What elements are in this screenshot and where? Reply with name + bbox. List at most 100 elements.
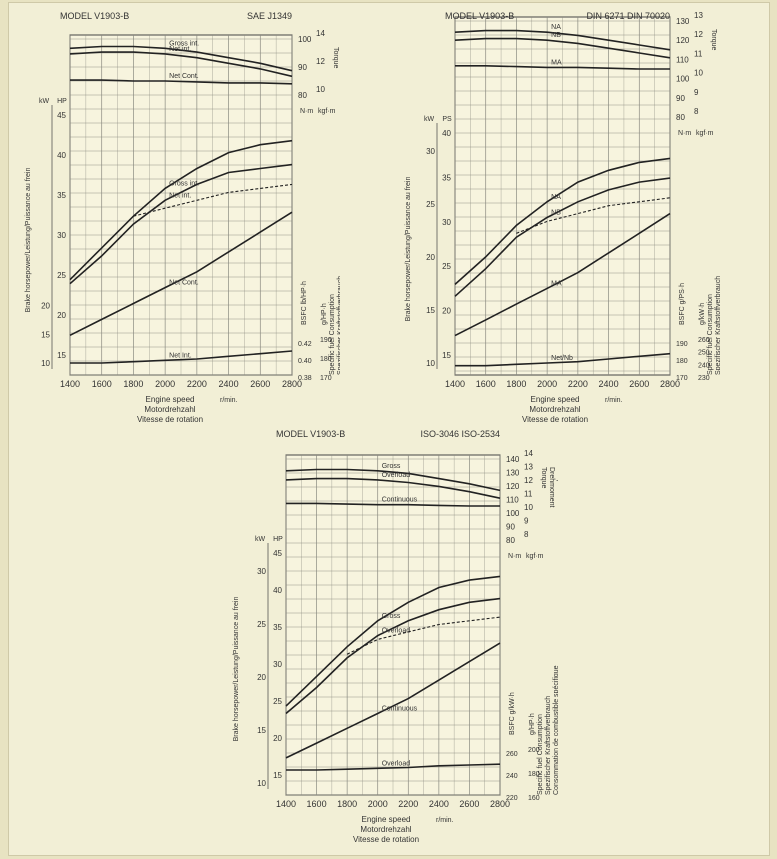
nm-tick-label: 100 bbox=[506, 509, 520, 518]
series-label: Net/Nb bbox=[551, 355, 573, 362]
hp-unit: HP bbox=[57, 98, 67, 105]
series-line-torque bbox=[70, 79, 293, 85]
model-label: MODEL V1903-B bbox=[60, 11, 129, 21]
series-line-torque bbox=[454, 37, 671, 59]
x-tick-label: 1400 bbox=[445, 379, 465, 389]
kw-tick-label: 25 bbox=[426, 200, 435, 209]
bsfc-tick-label: 190 bbox=[320, 337, 332, 344]
nm-tick-label: 80 bbox=[676, 113, 685, 122]
x-tick-label: 1800 bbox=[337, 799, 357, 809]
hp-tick-label: 35 bbox=[57, 191, 66, 200]
series-line-power bbox=[133, 183, 293, 217]
bsfc-tick-label: 190 bbox=[676, 341, 688, 348]
nm-tick-label: 80 bbox=[506, 536, 515, 545]
kgfm-tick-label: 14 bbox=[316, 29, 325, 38]
standard-label: SAE J1349 bbox=[247, 11, 292, 21]
series-line-power bbox=[69, 211, 293, 337]
nm-tick-label: 120 bbox=[506, 482, 520, 491]
x-tick-label: 2200 bbox=[187, 379, 207, 389]
kgfm-tick-label: 8 bbox=[694, 107, 699, 116]
series-line-torque bbox=[285, 477, 501, 499]
series-line-power bbox=[69, 163, 293, 285]
kw-tick-label: 20 bbox=[426, 253, 435, 262]
x-tick-label: 2800 bbox=[660, 379, 680, 389]
nm-tick-label: 90 bbox=[676, 94, 685, 103]
torque-axis-title: Drehmoment bbox=[718, 29, 720, 70]
series-label: MA bbox=[551, 280, 562, 287]
bsfc-tick-label: 220 bbox=[506, 795, 518, 802]
kw-unit: kW bbox=[39, 98, 50, 105]
hp-tick-label: 30 bbox=[273, 660, 282, 669]
kgfm-tick-label: 10 bbox=[316, 85, 325, 94]
x-tick-label: 2400 bbox=[219, 379, 239, 389]
bsfc-tick-label: 230 bbox=[698, 375, 710, 382]
series-label: NB bbox=[551, 210, 561, 217]
nm-tick-label: 110 bbox=[676, 55, 689, 64]
series-label: NA bbox=[551, 24, 561, 31]
kgfm-tick-label: 14 bbox=[524, 449, 533, 458]
bsfc-tick-label: 200 bbox=[528, 747, 540, 754]
bsfc-tick-label: 170 bbox=[676, 375, 688, 382]
nm-unit: N·m bbox=[300, 108, 313, 115]
kgfm-tick-label: 11 bbox=[524, 490, 533, 499]
series-label: Overload bbox=[382, 760, 411, 767]
series-label: Gross bbox=[382, 463, 401, 470]
kgfm-tick-label: 13 bbox=[524, 463, 533, 472]
series-label: Net Int. bbox=[169, 352, 192, 359]
series-label: Overload bbox=[382, 628, 411, 635]
kgfm-tick-label: 10 bbox=[694, 69, 703, 78]
series-label: Overload bbox=[382, 472, 411, 479]
x-tick-label: 2600 bbox=[459, 799, 479, 809]
torque-axis-title: Torque bbox=[332, 47, 339, 69]
nm-tick-label: 80 bbox=[298, 91, 307, 100]
x-axis-title: Vitesse de rotation bbox=[137, 415, 203, 424]
kgfm-unit: kgf·m bbox=[696, 130, 714, 137]
x-axis-unit: r/min. bbox=[220, 397, 238, 404]
nm-tick-label: 90 bbox=[298, 63, 307, 72]
x-tick-label: 1400 bbox=[60, 379, 80, 389]
bsfc-axis-title: Consommation de combustible spécifique bbox=[553, 665, 558, 795]
x-axis-title: Motordrehzahl bbox=[529, 405, 580, 414]
x-axis-title: Motordrehzahl bbox=[144, 405, 195, 414]
kw-unit: kW bbox=[424, 116, 435, 123]
bsfc-tick-label: 240 bbox=[698, 362, 710, 369]
nm-tick-label: 110 bbox=[506, 496, 519, 505]
kgfm-tick-label: 9 bbox=[524, 517, 529, 526]
series-line-torque bbox=[286, 502, 500, 507]
kgfm-unit: kgf·m bbox=[526, 553, 544, 560]
hp-tick-label: 30 bbox=[442, 218, 451, 227]
hp-tick-label: 40 bbox=[57, 151, 66, 160]
x-tick-label: 1600 bbox=[307, 799, 327, 809]
kw-unit: kW bbox=[255, 536, 266, 543]
bsfc-unit: BSFC g/kW·h bbox=[509, 692, 516, 735]
nm-unit: N·m bbox=[678, 130, 691, 137]
x-tick-label: 1600 bbox=[92, 379, 112, 389]
nm-tick-label: 90 bbox=[506, 523, 515, 532]
series-line-power bbox=[285, 642, 501, 759]
x-tick-label: 1400 bbox=[276, 799, 296, 809]
power-axis-title: Brake horsepower/Leistung/Puissance au f… bbox=[25, 168, 32, 313]
bsfc-tick-label: 180 bbox=[676, 358, 688, 365]
kw-tick-label: 30 bbox=[257, 567, 266, 576]
series-label: Gross bbox=[382, 613, 401, 620]
hp-tick-label: 20 bbox=[442, 307, 451, 316]
x-axis-title: Vitesse de rotation bbox=[522, 415, 588, 424]
torque-axis-title: Torque bbox=[710, 29, 717, 51]
kgfm-tick-label: 10 bbox=[524, 503, 533, 512]
series-label: Continuous bbox=[382, 497, 418, 504]
x-tick-label: 2000 bbox=[155, 379, 175, 389]
x-tick-label: 2800 bbox=[282, 379, 302, 389]
bsfc-tick-label: 0.42 bbox=[298, 341, 312, 348]
x-tick-label: 2400 bbox=[429, 799, 449, 809]
nm-tick-label: 130 bbox=[506, 469, 520, 478]
series-line-power bbox=[285, 597, 501, 715]
bsfc-tick-label: 180 bbox=[528, 771, 540, 778]
nm-tick-label: 140 bbox=[506, 455, 520, 464]
series-line-power bbox=[285, 575, 501, 707]
hp-tick-label: 15 bbox=[273, 771, 282, 780]
x-tick-label: 1800 bbox=[123, 379, 143, 389]
series-line-power bbox=[454, 177, 671, 297]
hp-tick-label: 15 bbox=[442, 351, 451, 360]
kgfm-tick-label: 12 bbox=[694, 30, 703, 39]
series-label: NB bbox=[551, 32, 561, 39]
